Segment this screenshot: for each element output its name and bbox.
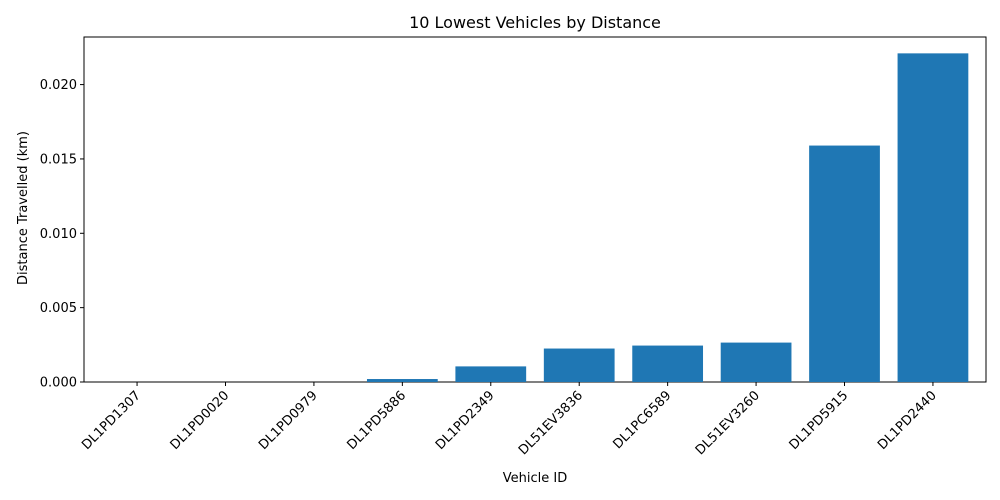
bar xyxy=(897,53,969,383)
x-axis: DL1PD1307 DL1PD0020 DL1PD0979 DL1PD5886 DL1P… xyxy=(79,382,940,458)
x-tick-label: DL1PD5915 xyxy=(787,388,852,453)
x-axis-label: Vehicle ID xyxy=(503,471,567,486)
y-tick-label: 0.020 xyxy=(40,78,77,93)
y-tick-label: 0.010 xyxy=(40,227,77,242)
y-tick-label: 0.015 xyxy=(40,152,77,167)
y-tick-label: 0.000 xyxy=(40,376,77,391)
x-tick-label: DL1PD0979 xyxy=(256,388,321,453)
x-tick-label: DL1PD2349 xyxy=(433,388,498,453)
bars-group xyxy=(366,53,969,383)
x-tick-label: DL51EV3836 xyxy=(516,388,586,458)
bar xyxy=(632,345,704,382)
x-tick-label: DL1PD0020 xyxy=(168,388,233,453)
bar xyxy=(809,145,880,382)
chart-title: 10 Lowest Vehicles by Distance xyxy=(409,13,661,32)
x-tick-label: DL1PD2440 xyxy=(875,388,940,453)
x-tick-label: DL1PD1307 xyxy=(79,388,144,453)
x-tick-label: DL1PC6589 xyxy=(610,388,674,452)
y-axis: 0.000 0.005 0.010 0.015 0.020 xyxy=(40,78,84,391)
y-axis-label: Distance Travelled (km) xyxy=(16,131,31,285)
bar xyxy=(455,366,527,382)
plot-frame xyxy=(83,36,987,383)
plot-area xyxy=(83,36,987,383)
x-tick-label: DL1PD5886 xyxy=(345,388,410,453)
x-tick-label: DL51EV3260 xyxy=(693,388,763,458)
bar xyxy=(366,379,438,382)
bar xyxy=(720,342,792,382)
y-tick-label: 0.005 xyxy=(40,301,77,316)
bar xyxy=(543,348,615,382)
